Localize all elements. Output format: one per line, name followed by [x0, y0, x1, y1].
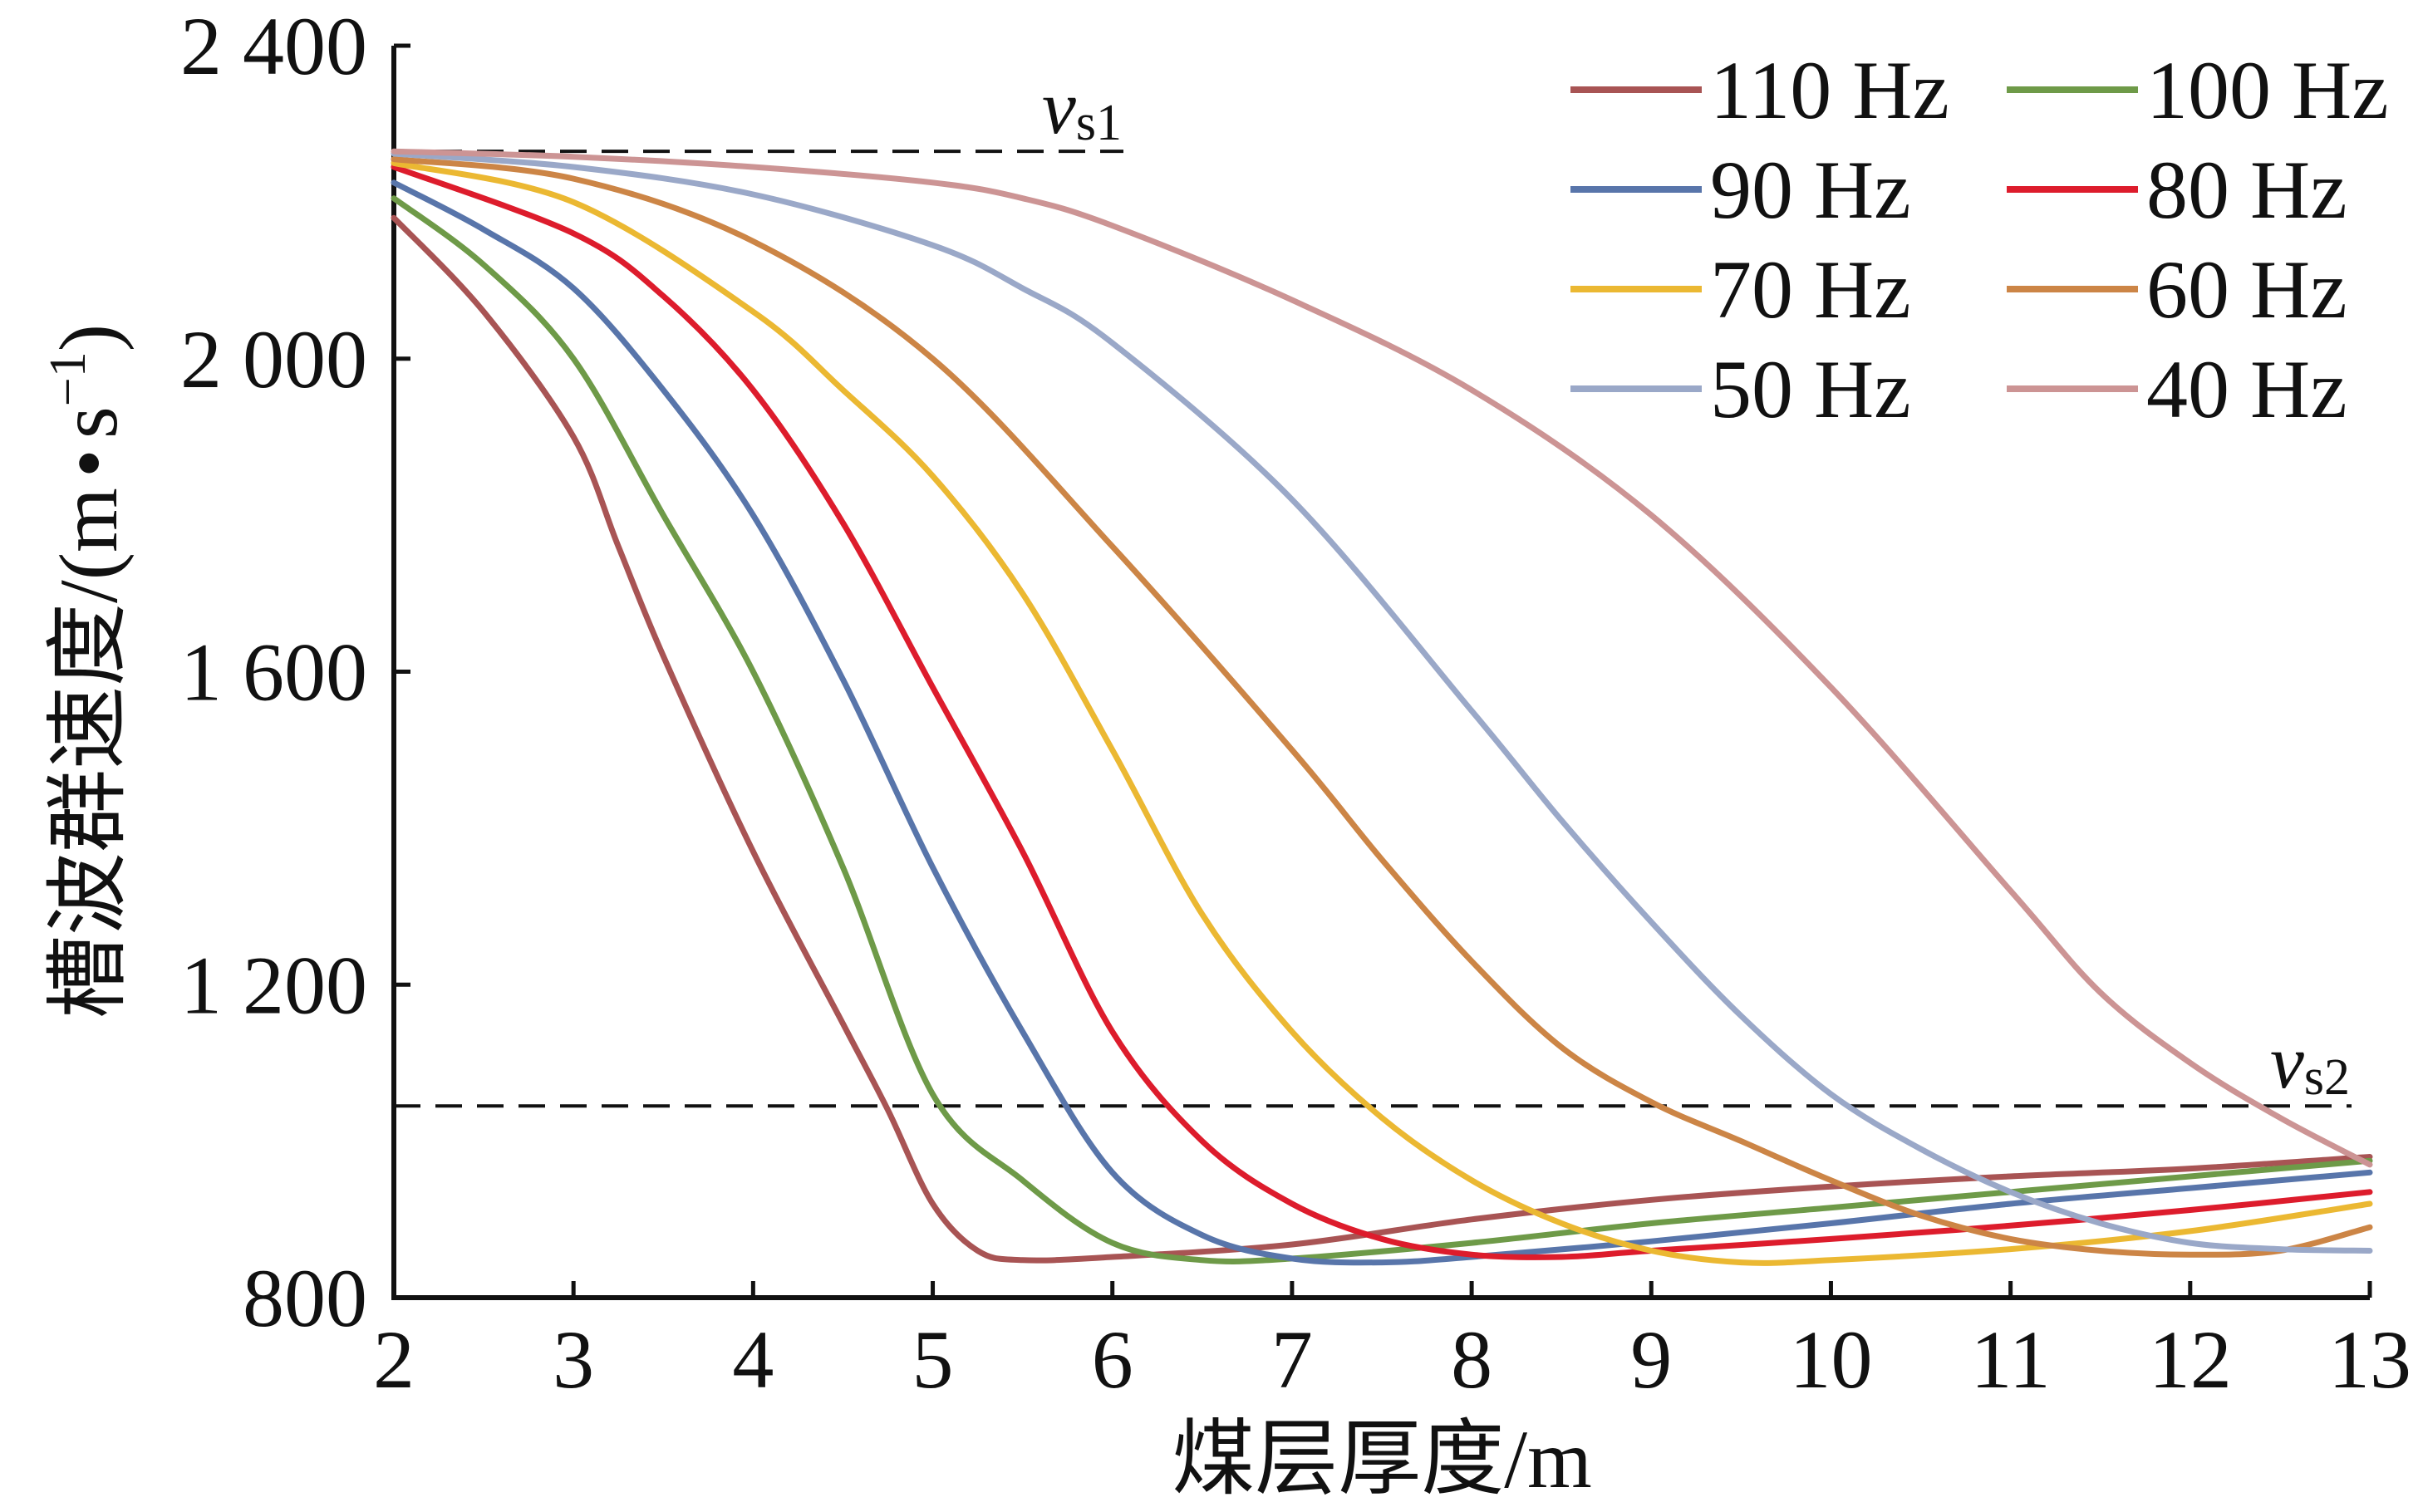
series-line-90hz — [391, 179, 2373, 1266]
legend-label: 40 Hz — [2146, 343, 2347, 435]
y-ticks: 800 1 200 1 600 2 000 2 400 — [180, 0, 410, 1344]
legend-label: 60 Hz — [2146, 243, 2347, 336]
x-tick-label: 7 — [1271, 1313, 1313, 1406]
series-line-40hz — [391, 148, 2373, 1168]
x-tick-label: 13 — [2328, 1313, 2411, 1406]
legend-label: 50 Hz — [1710, 343, 1911, 435]
y-axis-title: 槽波群速度/(m • s−1) — [40, 324, 135, 1019]
series-line-80hz — [391, 164, 2373, 1260]
y-tick-label: 800 — [243, 1252, 367, 1344]
reference-label-symbol: v — [1042, 65, 1076, 150]
reference-label-vs2: vs2 — [2270, 1019, 2350, 1106]
y-axis-title-suffix: ) — [42, 324, 135, 351]
x-tick-label: 5 — [912, 1313, 954, 1406]
reference-label-subscript: s2 — [2304, 1049, 2350, 1106]
y-axis-title-prefix: 槽波群速度/(m — [42, 488, 135, 1019]
x-tick-label: 6 — [1092, 1313, 1133, 1406]
x-tick-label: 3 — [553, 1313, 594, 1406]
legend: 110 Hz 100 Hz 90 Hz 80 Hz 70 Hz 60 Hz 50 Hz 40 … — [1570, 44, 2389, 435]
x-tick-label: 10 — [1789, 1313, 1872, 1406]
axes — [391, 46, 2370, 1300]
series-lines — [391, 148, 2373, 1266]
y-axis-title-exponent: −1 — [40, 351, 96, 406]
series-line-50hz — [391, 150, 2373, 1254]
legend-label: 90 Hz — [1710, 144, 1911, 236]
x-ticks: 2 3 4 5 6 7 8 9 10 11 12 13 — [373, 1281, 2411, 1406]
reference-label-symbol: v — [2270, 1019, 2304, 1104]
legend-label: 110 Hz — [1710, 44, 1949, 136]
y-tick-label: 1 200 — [180, 939, 367, 1031]
reference-label-vs1: vs1 — [1042, 65, 1122, 151]
y-tick-label: 2 000 — [180, 313, 367, 405]
series-line-70hz — [391, 160, 2373, 1266]
y-tick-label: 2 400 — [180, 0, 367, 92]
x-tick-label: 4 — [732, 1313, 774, 1406]
x-tick-label: 11 — [1970, 1313, 2050, 1406]
y-axis-title-dot: • — [42, 449, 135, 478]
legend-label: 100 Hz — [2146, 44, 2389, 136]
x-tick-label: 8 — [1451, 1313, 1492, 1406]
x-tick-label: 9 — [1630, 1313, 1672, 1406]
legend-label: 70 Hz — [1710, 243, 1911, 336]
x-tick-label: 12 — [2149, 1313, 2232, 1406]
y-tick-label: 1 600 — [180, 626, 367, 719]
legend-label: 80 Hz — [2146, 144, 2347, 236]
reference-label-subscript: s1 — [1076, 95, 1122, 151]
y-axis-title-unit: s — [42, 406, 135, 439]
series-line-100hz — [391, 195, 2373, 1264]
series-line-60hz — [391, 156, 2373, 1258]
x-axis-title: 煤层厚度/m — [1172, 1413, 1592, 1505]
series-line-110hz — [391, 214, 2373, 1264]
x-tick-label: 2 — [373, 1313, 415, 1406]
